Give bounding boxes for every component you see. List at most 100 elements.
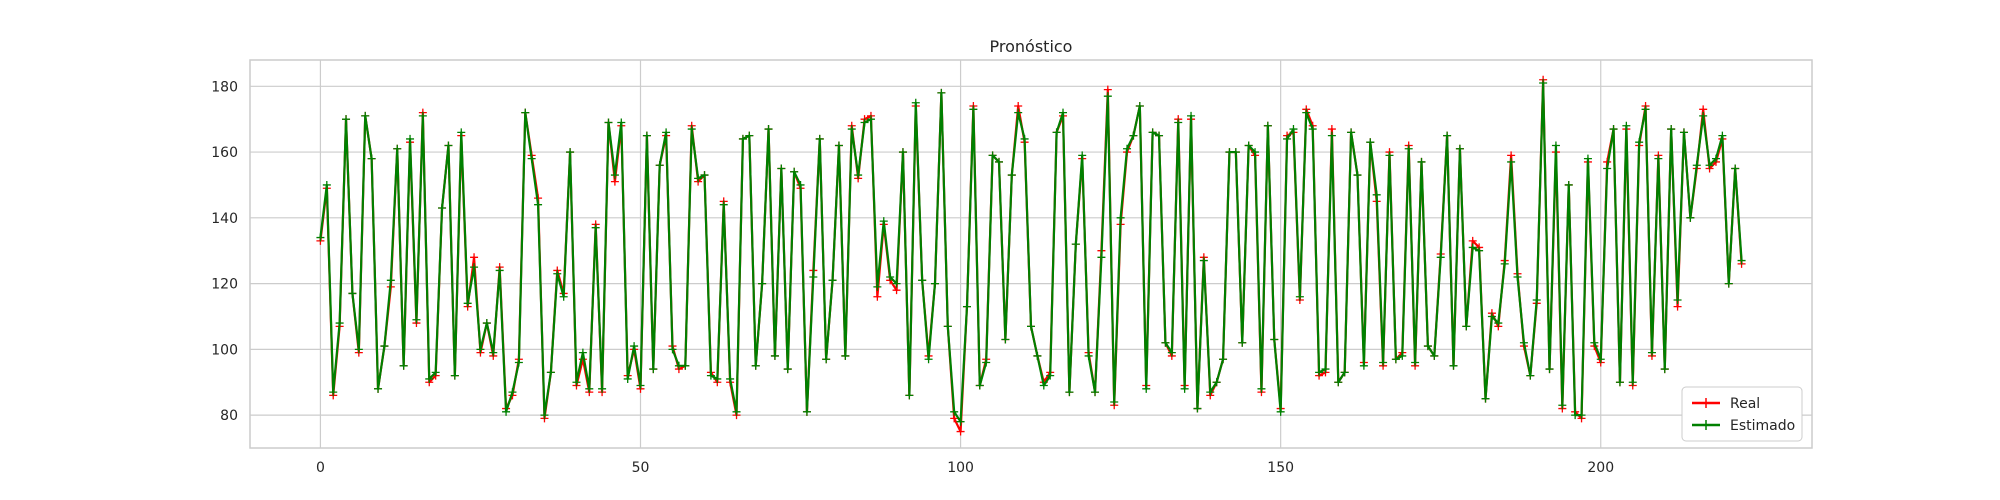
data-point-estimado: [527, 154, 536, 163]
data-point-estimado: [450, 371, 459, 380]
data-point-estimado: [470, 263, 479, 272]
data-point-estimado: [444, 141, 453, 150]
data-point-estimado: [937, 88, 946, 97]
data-point-estimado: [1385, 151, 1394, 160]
data-point-estimado: [802, 407, 811, 416]
data-point-estimado: [342, 115, 351, 124]
y-tick-label: 160: [211, 145, 238, 161]
data-point-estimado: [982, 358, 991, 367]
data-point-estimado: [1359, 361, 1368, 370]
data-point-estimado: [610, 171, 619, 180]
data-point-estimado: [1519, 338, 1528, 347]
data-point-estimado: [1276, 407, 1285, 416]
data-point-estimado: [1603, 164, 1612, 173]
data-point-estimado: [1481, 394, 1490, 403]
legend-item-estimado: Estimado: [1692, 418, 1795, 434]
data-point-estimado: [1539, 79, 1548, 88]
data-point-estimado: [1270, 335, 1279, 344]
data-point-estimado: [1731, 164, 1740, 173]
data-point-estimado: [1577, 411, 1586, 420]
data-point-estimado: [930, 279, 939, 288]
data-point-estimado: [662, 128, 671, 137]
data-point-estimado: [1615, 378, 1624, 387]
data-point-estimado: [956, 417, 965, 426]
data-point-estimado: [1148, 128, 1157, 137]
data-point-estimado: [783, 365, 792, 374]
data-point-estimado: [924, 355, 933, 364]
data-point-real: [873, 292, 882, 301]
data-point-estimado: [796, 180, 805, 189]
data-point-estimado: [1052, 128, 1061, 137]
data-point-estimado: [1507, 157, 1516, 166]
data-point-estimado: [1436, 253, 1445, 262]
data-point-estimado: [1417, 157, 1426, 166]
data-point-estimado: [969, 105, 978, 114]
data-point-estimado: [1711, 154, 1720, 163]
data-point-estimado: [1558, 401, 1567, 410]
data-point-estimado: [642, 131, 651, 140]
data-point-estimado: [1628, 378, 1637, 387]
data-point-estimado: [1660, 365, 1669, 374]
y-tick-label: 100: [211, 342, 238, 358]
data-point-estimado: [713, 374, 722, 383]
data-point-estimado: [1142, 384, 1151, 393]
data-point-estimado: [1263, 121, 1272, 130]
data-point-estimado: [1046, 371, 1055, 380]
data-point-estimado: [866, 115, 875, 124]
data-point-estimado: [1039, 381, 1048, 390]
data-point-estimado: [1622, 121, 1631, 130]
data-point-estimado: [418, 111, 427, 120]
data-point-estimado: [1513, 273, 1522, 282]
data-point-estimado: [1334, 378, 1343, 387]
data-point-estimado: [726, 374, 735, 383]
data-point-estimado: [1654, 154, 1663, 163]
data-point-estimado: [495, 266, 504, 275]
data-point-estimado: [572, 378, 581, 387]
data-point-estimado: [1430, 351, 1439, 360]
data-point-estimado: [1244, 141, 1253, 150]
data-point-estimado: [1494, 319, 1503, 328]
data-point-estimado: [745, 131, 754, 140]
data-point-estimado: [386, 276, 395, 285]
data-point-estimado: [1455, 144, 1464, 153]
data-point-estimado: [1116, 213, 1125, 222]
y-tick-label: 120: [211, 277, 238, 293]
data-point-estimado: [1071, 240, 1080, 249]
data-point-estimado: [886, 273, 895, 282]
data-point-estimado: [1110, 397, 1119, 406]
data-point-estimado: [668, 345, 677, 354]
data-point-estimado: [502, 407, 511, 416]
data-point-estimado: [1174, 118, 1183, 127]
x-axis: 0 50 100 150 200: [316, 460, 1614, 476]
data-point-estimado: [598, 384, 607, 393]
data-point-estimado: [854, 171, 863, 180]
data-point-estimado: [1590, 338, 1599, 347]
data-point-estimado: [1679, 128, 1688, 137]
data-point-estimado: [1078, 151, 1087, 160]
y-tick-label: 80: [220, 408, 238, 424]
data-point-estimado: [1423, 342, 1432, 351]
legend-marker-real: [1701, 398, 1709, 408]
data-point-estimado: [1001, 335, 1010, 344]
legend-label-real: Real: [1730, 396, 1760, 412]
data-point-estimado: [1219, 355, 1228, 364]
data-point-estimado: [585, 384, 594, 393]
x-tick-label: 50: [632, 460, 650, 476]
data-point-estimado: [1161, 338, 1170, 347]
data-point-estimado: [1609, 125, 1618, 134]
data-point-estimado: [438, 203, 447, 212]
data-point-estimado: [815, 134, 824, 143]
legend-label-estimado: Estimado: [1730, 418, 1795, 434]
data-point-estimado: [1135, 102, 1144, 111]
data-point-estimado: [630, 342, 639, 351]
data-point-estimado: [1251, 148, 1260, 157]
data-point-estimado: [1199, 256, 1208, 265]
x-tick-label: 100: [947, 460, 974, 476]
y-tick-label: 140: [211, 211, 238, 227]
data-point-estimado: [758, 279, 767, 288]
data-point-estimado: [1391, 355, 1400, 364]
data-point-estimado: [1545, 365, 1554, 374]
data-point-estimado: [1449, 361, 1458, 370]
plot-area: [249, 59, 1813, 449]
